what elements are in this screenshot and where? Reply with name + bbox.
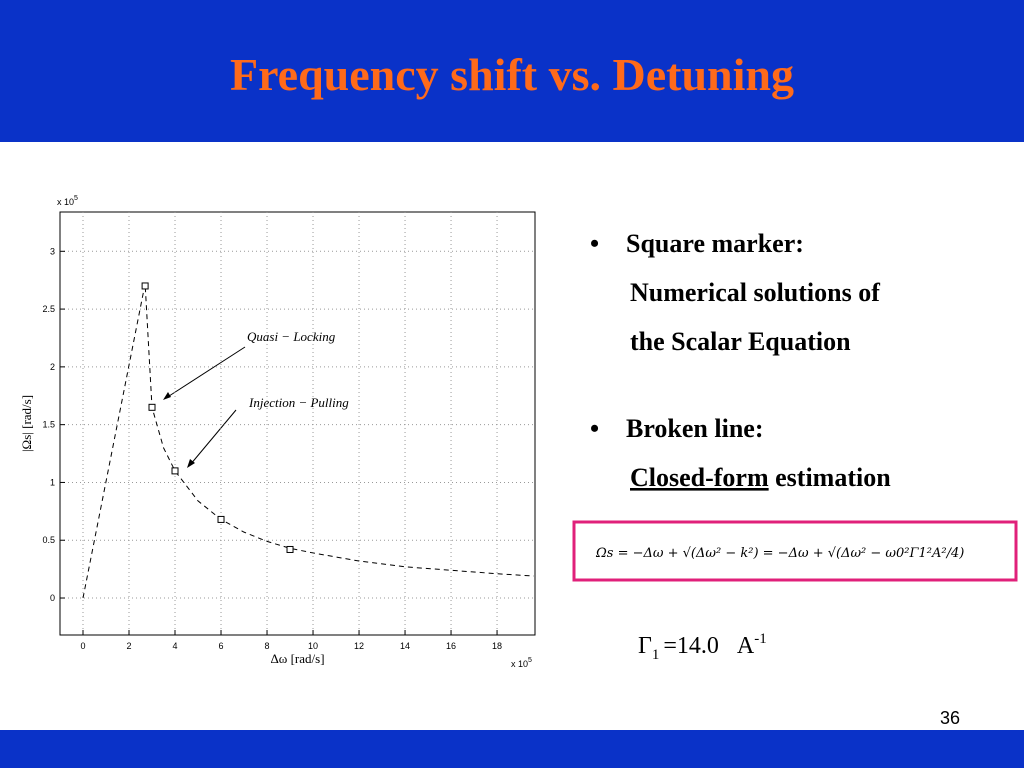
y-tick-label: 2 xyxy=(50,362,55,372)
formula-box xyxy=(572,520,1018,582)
square-marker xyxy=(217,515,225,523)
header-band xyxy=(0,0,1024,142)
square-marker xyxy=(286,545,294,553)
bullet-rest: estimation xyxy=(769,463,892,492)
square-marker xyxy=(141,282,149,290)
bullet-line: Numerical solutions of xyxy=(630,278,880,307)
arrow xyxy=(189,409,237,466)
underlined-text: Closed-form xyxy=(630,463,769,492)
bullet-head: Broken line: xyxy=(626,414,763,443)
y-tick-label: 0.5 xyxy=(42,535,55,545)
annotation: Quasi − Locking xyxy=(247,329,336,344)
bullet-line: the Scalar Equation xyxy=(630,327,851,356)
gamma-number: =14.0 xyxy=(663,633,719,659)
bullet-head: Square marker: xyxy=(626,229,804,258)
slide-title: Frequency shift vs. Detuning xyxy=(230,49,794,100)
y-multiplier-exp: 5 xyxy=(74,195,78,202)
square-marker xyxy=(171,467,179,475)
footer-band xyxy=(0,730,1024,768)
annotation: Injection − Pulling xyxy=(248,395,349,410)
gamma-value: Γ1 =14.0 A-1 xyxy=(638,631,767,663)
x-tick-label: 0 xyxy=(80,641,85,651)
gamma-exponent: -1 xyxy=(754,631,767,647)
x-axis-label: Δω [rad/s] xyxy=(270,651,324,666)
y-tick-label: 1.5 xyxy=(42,420,55,430)
y-tick-label: 0 xyxy=(50,593,55,603)
x-tick-label: 14 xyxy=(400,641,410,651)
x-multiplier-exp: 5 xyxy=(528,657,532,664)
x-tick-label: 16 xyxy=(446,641,456,651)
x-tick-label: 12 xyxy=(354,641,364,651)
plot-frame xyxy=(59,211,536,636)
arrow xyxy=(165,346,246,399)
y-multiplier-base: x 10 xyxy=(57,197,74,207)
formula: Ωs = −Δω + √(Δω² − k²) = −Δω + √(Δω² − ω… xyxy=(595,546,964,561)
data-line xyxy=(82,283,534,599)
y-axis-label: |Ωs| [rad/s] xyxy=(19,395,34,452)
x-tick-label: 8 xyxy=(265,641,270,651)
x-tick-label: 2 xyxy=(126,641,131,651)
x-multiplier: x 105 xyxy=(511,657,532,669)
gamma-unit: A xyxy=(737,633,755,659)
x-tick-label: 18 xyxy=(492,641,502,651)
y-multiplier: x 105 xyxy=(57,195,78,207)
arrow-head xyxy=(187,459,195,468)
gamma-subscript: 1 xyxy=(652,647,660,663)
x-tick-label: 6 xyxy=(219,641,224,651)
bullet-dot: • xyxy=(590,414,599,443)
y-tick-label: 2.5 xyxy=(42,304,55,314)
y-tick-label: 3 xyxy=(50,246,55,256)
arrow-head xyxy=(163,392,171,400)
gamma-symbol: Γ xyxy=(638,633,652,659)
x-tick-label: 4 xyxy=(173,641,178,651)
x-multiplier-base: x 10 xyxy=(511,659,528,669)
bullet-dot: • xyxy=(590,229,599,258)
x-tick-label: 10 xyxy=(308,641,318,651)
bullet-line: Closed-form estimation xyxy=(630,463,891,492)
square-marker xyxy=(148,403,156,411)
page-number: 36 xyxy=(940,708,960,728)
y-tick-label: 1 xyxy=(50,477,55,487)
